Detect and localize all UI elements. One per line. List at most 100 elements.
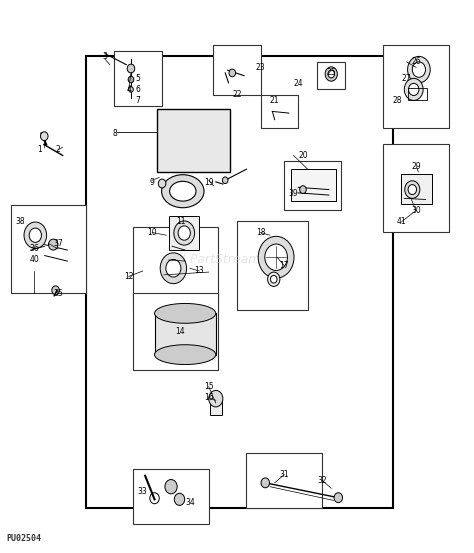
Text: 26: 26 xyxy=(411,58,421,66)
Circle shape xyxy=(405,181,420,199)
Bar xyxy=(237,222,308,310)
Text: 31: 31 xyxy=(279,470,289,479)
Text: 7: 7 xyxy=(136,96,140,105)
Text: 22: 22 xyxy=(232,91,242,100)
Text: 36: 36 xyxy=(29,244,39,253)
Circle shape xyxy=(178,226,191,240)
Circle shape xyxy=(412,62,426,77)
Bar xyxy=(115,51,162,106)
Circle shape xyxy=(229,69,236,77)
Circle shape xyxy=(40,132,48,140)
Circle shape xyxy=(328,70,335,78)
Circle shape xyxy=(268,272,280,286)
Bar xyxy=(213,45,261,95)
Text: ARI PartStream: ARI PartStream xyxy=(166,253,261,267)
Circle shape xyxy=(409,84,419,96)
Text: 4: 4 xyxy=(126,85,131,94)
Bar xyxy=(133,469,209,524)
Circle shape xyxy=(160,253,187,284)
Text: 17: 17 xyxy=(279,261,289,270)
Text: 29: 29 xyxy=(411,162,421,171)
Text: 30: 30 xyxy=(411,206,421,215)
Circle shape xyxy=(271,275,277,283)
Text: 39: 39 xyxy=(289,190,299,199)
Circle shape xyxy=(174,221,195,245)
Circle shape xyxy=(408,185,417,195)
Text: 2: 2 xyxy=(55,145,60,154)
Text: 20: 20 xyxy=(298,151,308,160)
Circle shape xyxy=(261,478,270,488)
Circle shape xyxy=(166,259,181,277)
Text: 3: 3 xyxy=(102,52,108,61)
Bar xyxy=(383,45,449,128)
Bar xyxy=(291,169,336,201)
Text: 18: 18 xyxy=(256,228,265,237)
Text: 28: 28 xyxy=(392,96,402,105)
Bar xyxy=(261,95,298,128)
Text: 35: 35 xyxy=(53,289,63,298)
Text: 13: 13 xyxy=(194,267,204,275)
Circle shape xyxy=(128,76,134,83)
Text: 24: 24 xyxy=(293,80,303,88)
Bar xyxy=(169,216,199,250)
Text: 1: 1 xyxy=(36,145,41,154)
Text: 8: 8 xyxy=(112,129,117,138)
Circle shape xyxy=(334,493,343,503)
Text: 5: 5 xyxy=(136,74,140,83)
Circle shape xyxy=(128,87,133,92)
Text: 38: 38 xyxy=(16,217,25,226)
Ellipse shape xyxy=(155,345,216,364)
Circle shape xyxy=(325,67,337,81)
Text: 6: 6 xyxy=(136,85,140,94)
Bar xyxy=(157,109,230,172)
Bar xyxy=(284,161,341,211)
Text: 19: 19 xyxy=(204,179,214,187)
Circle shape xyxy=(48,239,58,250)
Bar xyxy=(86,56,392,508)
Text: 34: 34 xyxy=(185,498,195,507)
Text: 32: 32 xyxy=(317,476,327,484)
Text: 12: 12 xyxy=(124,272,133,281)
Circle shape xyxy=(127,64,135,73)
Bar xyxy=(401,174,432,204)
Text: 16: 16 xyxy=(204,393,214,402)
Bar xyxy=(11,205,86,293)
Circle shape xyxy=(24,222,46,248)
Bar xyxy=(408,88,428,101)
Text: 37: 37 xyxy=(53,239,63,248)
Text: 40: 40 xyxy=(29,255,39,264)
Text: 21: 21 xyxy=(270,96,280,105)
Text: 27: 27 xyxy=(402,74,411,83)
Text: 10: 10 xyxy=(147,228,157,237)
Text: 14: 14 xyxy=(176,327,185,336)
Circle shape xyxy=(408,56,430,83)
Circle shape xyxy=(174,493,185,505)
Text: 25: 25 xyxy=(327,69,336,77)
Circle shape xyxy=(29,228,41,242)
Circle shape xyxy=(300,186,306,194)
Text: 23: 23 xyxy=(256,63,265,72)
Text: 41: 41 xyxy=(397,217,407,226)
Circle shape xyxy=(52,286,59,295)
Circle shape xyxy=(258,236,294,278)
Text: 15: 15 xyxy=(204,382,214,391)
Bar xyxy=(210,399,222,415)
Text: 11: 11 xyxy=(176,217,185,226)
Ellipse shape xyxy=(170,181,196,201)
Circle shape xyxy=(165,479,177,494)
Circle shape xyxy=(404,79,423,101)
Circle shape xyxy=(158,179,166,188)
Bar xyxy=(133,227,218,310)
Bar xyxy=(317,62,346,90)
Text: 33: 33 xyxy=(138,487,147,495)
Circle shape xyxy=(265,244,287,270)
Bar xyxy=(155,314,216,354)
Ellipse shape xyxy=(162,175,204,208)
Circle shape xyxy=(222,177,228,184)
Circle shape xyxy=(209,390,223,407)
Ellipse shape xyxy=(155,304,216,324)
Text: PU02504: PU02504 xyxy=(6,534,41,544)
Bar xyxy=(383,144,449,232)
Bar xyxy=(133,293,218,370)
Bar xyxy=(246,452,322,508)
